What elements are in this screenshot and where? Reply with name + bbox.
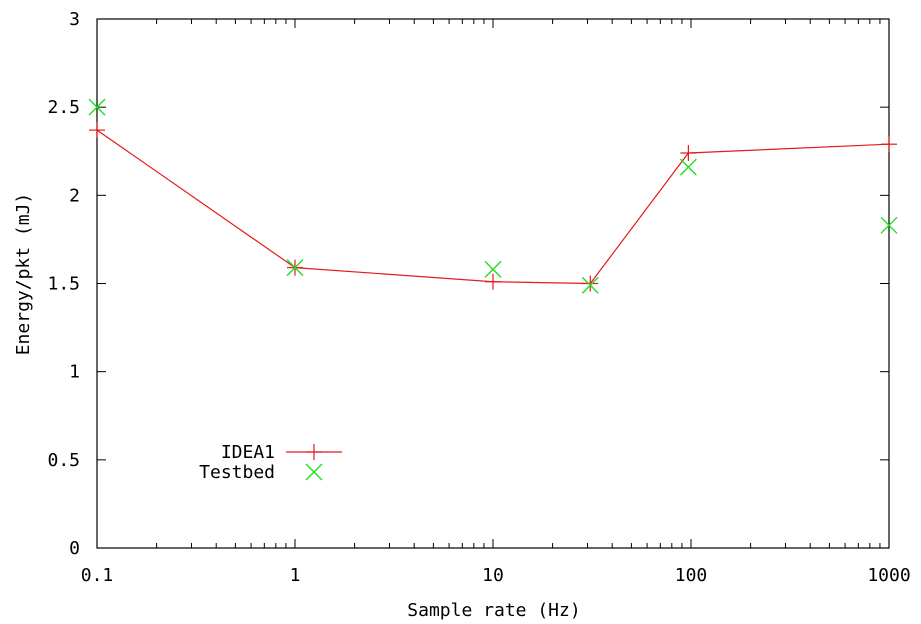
- data-point: [286, 259, 304, 277]
- cross-b: [880, 216, 898, 234]
- series-testbed: [88, 98, 898, 294]
- legend-item: IDEA1: [221, 442, 342, 463]
- data-point: [88, 98, 106, 116]
- legend-marker: [305, 463, 323, 481]
- y-axis-label: Energy/pkt (mJ): [13, 193, 34, 356]
- y-tick-label: 3: [69, 9, 80, 30]
- data-point: [880, 216, 898, 234]
- data-point: [581, 276, 599, 294]
- cross-b: [88, 98, 106, 116]
- y-tick-label: 1: [69, 362, 80, 383]
- cross-b: [305, 463, 323, 481]
- x-tick-label: 1: [290, 565, 301, 586]
- x-tick-label: 100: [675, 565, 708, 586]
- data-point: [679, 158, 697, 176]
- y-tick-label: 1.5: [47, 274, 80, 295]
- cross-b: [286, 259, 304, 277]
- legend-item: Testbed: [199, 462, 323, 483]
- cross-b: [484, 260, 502, 278]
- y-tick-label: 0: [69, 538, 80, 559]
- data-point: [485, 273, 501, 290]
- x-tick-label: 0.1: [81, 565, 114, 586]
- data-point: [680, 145, 697, 162]
- cross-b: [679, 158, 697, 176]
- series-line: [96, 129, 890, 285]
- legend-marker: [306, 444, 322, 460]
- x-tick-label: 1000: [867, 565, 910, 586]
- data-point: [89, 122, 105, 139]
- legend-label: IDEA1: [221, 442, 275, 463]
- data-point: [582, 275, 599, 292]
- legend-label: Testbed: [199, 462, 275, 483]
- data-point: [484, 260, 502, 278]
- cross-b: [581, 276, 599, 294]
- data-point: [881, 136, 897, 153]
- series-layer: [88, 98, 898, 294]
- x-axis-label: Sample rate (Hz): [407, 600, 580, 621]
- x-tick-label: 10: [482, 565, 504, 586]
- y-tick-label: 2: [69, 185, 80, 206]
- series-idea1: [89, 122, 897, 292]
- y-tick-label: 2.5: [47, 97, 80, 118]
- y-tick-label: 0.5: [47, 450, 80, 471]
- ticks-layer: 0.1 1 10 100 1000 0 0.5 1 1.5 2 2.5 3: [47, 9, 910, 586]
